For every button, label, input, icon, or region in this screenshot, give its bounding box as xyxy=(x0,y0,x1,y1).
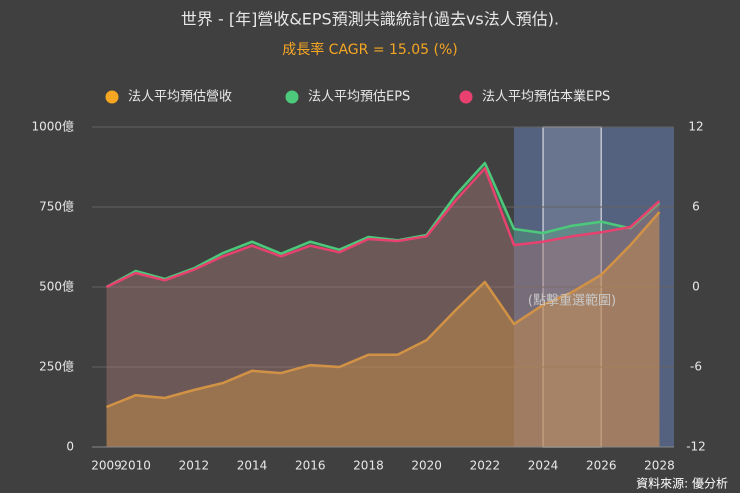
x-tick-label: 2026 xyxy=(586,459,617,473)
x-tick-label: 2024 xyxy=(528,459,559,473)
series-line xyxy=(106,211,661,409)
y-tick-label: 1000億 xyxy=(31,120,74,134)
x-tick-label: 2022 xyxy=(470,459,501,473)
series-area xyxy=(106,163,660,447)
legend-marker xyxy=(105,90,119,104)
series-line xyxy=(105,167,661,289)
legend-label: 法人平均預估EPS xyxy=(308,90,410,105)
chart-title: 世界 - [年]營收&EPS預測共識統計(過去vs法人預估). xyxy=(181,10,559,29)
x-tick-label: 2010 xyxy=(120,459,151,473)
series-area xyxy=(106,168,660,448)
y-tick-label: 0 xyxy=(66,440,74,454)
y2-tick-label: -12 xyxy=(686,440,706,454)
x-tick-label: 2012 xyxy=(179,459,210,473)
y-tick-label: 750億 xyxy=(39,200,74,214)
chart-subtitle: 成長率 CAGR = 15.05 (%) xyxy=(282,41,458,58)
legend-label: 法人平均預估本業EPS xyxy=(482,89,610,105)
y2-tick-label: 0 xyxy=(692,280,700,294)
legend-marker xyxy=(285,90,299,104)
annotation: (點擊重選範圍) xyxy=(528,293,616,309)
y-tick-label: 500億 xyxy=(39,280,74,294)
x-tick-label: 2016 xyxy=(295,459,326,473)
legend: 法人平均預估營收 法人平均預估EPS 法人平均預估本業EPS xyxy=(105,89,610,105)
x-tick-label: 2028 xyxy=(644,459,675,473)
y2-tick-label: -6 xyxy=(690,360,702,374)
x-tick-label: 2018 xyxy=(353,459,384,473)
series-area xyxy=(106,212,660,447)
x-tick-label: 2014 xyxy=(237,459,268,473)
legend-label: 法人平均預估營收 xyxy=(128,90,232,105)
y-tick-label: 250億 xyxy=(39,360,74,374)
y2-tick-label: 6 xyxy=(692,200,700,214)
x-tick-label: 2009 xyxy=(91,459,122,473)
legend-marker xyxy=(459,90,473,104)
x-tick-label: 2020 xyxy=(411,459,442,473)
source: 資料來源: 優分析 xyxy=(636,477,728,491)
series-line xyxy=(105,161,661,289)
y2-tick-label: 12 xyxy=(688,120,703,134)
